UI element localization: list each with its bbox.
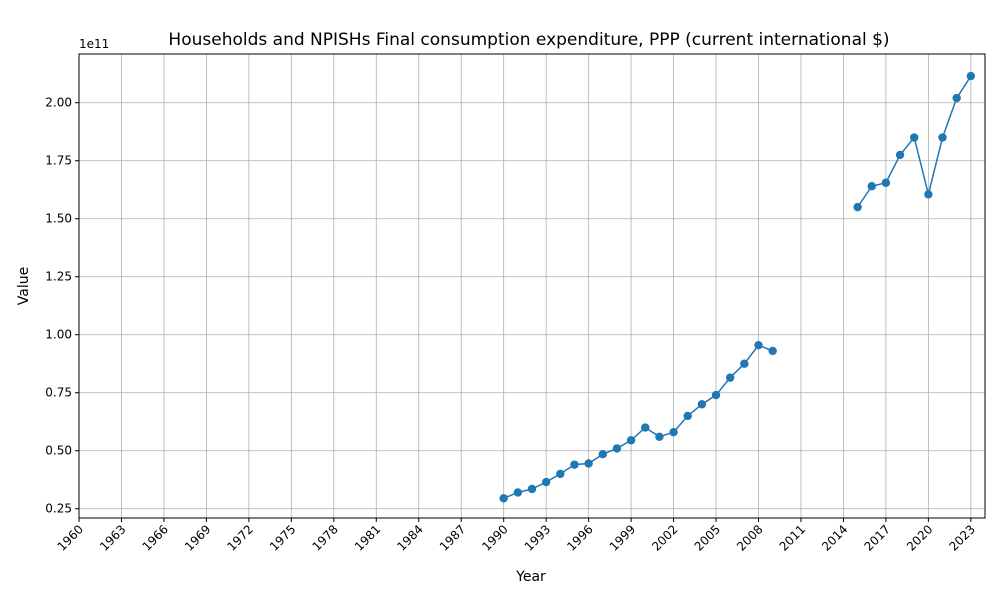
x-tick-label: 1978 — [309, 522, 340, 553]
chart-title: Households and NPISHs Final consumption … — [168, 30, 889, 50]
x-tick-label: 2020 — [904, 522, 935, 553]
data-point — [527, 484, 537, 494]
data-point — [725, 373, 735, 382]
y-tick-label: 0.75 — [45, 386, 72, 400]
data-point — [910, 133, 919, 142]
data-point — [867, 182, 876, 191]
data-point — [584, 459, 593, 468]
x-tick-label: 2008 — [734, 522, 765, 553]
data-point — [754, 340, 763, 350]
y-tick-label: 1.50 — [45, 212, 72, 226]
data-point — [966, 71, 976, 81]
x-tick-label: 1960 — [55, 522, 86, 553]
y-tick-label: 2.00 — [45, 96, 72, 110]
data-point — [740, 359, 749, 368]
data-point — [570, 460, 579, 469]
x-tick-label: 1975 — [267, 522, 298, 553]
x-tick-label: 1972 — [224, 522, 255, 553]
y-tick-label: 0.50 — [45, 444, 72, 458]
data-point — [641, 423, 650, 432]
x-axis-ticks: 1960 1963 1966 1969 1972 1975 1978 1981 1984 1987… — [55, 518, 978, 554]
x-tick-label: 1996 — [564, 522, 595, 553]
x-tick-label: 1981 — [352, 522, 383, 553]
data-point — [768, 346, 777, 356]
x-tick-label: 1984 — [394, 522, 425, 553]
x-tick-label: 2017 — [862, 522, 893, 553]
y-tick-label: 1.75 — [45, 154, 72, 168]
data-point — [499, 494, 508, 503]
data-point — [655, 432, 664, 441]
data-point — [853, 202, 862, 212]
y-tick-label: 1.00 — [45, 328, 72, 342]
data-point — [612, 444, 622, 453]
data-point — [598, 450, 607, 459]
x-axis-label: Year — [515, 569, 546, 585]
data-point — [669, 427, 678, 437]
x-tick-label: 2023 — [946, 522, 977, 553]
data-point — [513, 488, 523, 497]
data-point — [541, 477, 551, 487]
data-point — [556, 469, 565, 479]
data-point — [711, 390, 721, 400]
x-tick-label: 2005 — [692, 522, 723, 553]
data-point — [895, 150, 905, 160]
y-offset-label: 1e11 — [79, 37, 109, 51]
series-group — [499, 71, 976, 503]
data-point — [697, 400, 707, 409]
x-tick-label: 1966 — [140, 522, 171, 553]
x-tick-label: 1999 — [607, 522, 638, 553]
grid — [78, 54, 985, 518]
x-tick-label: 1993 — [522, 522, 553, 553]
x-tick-label: 1969 — [182, 522, 213, 553]
x-tick-label: 2014 — [819, 522, 850, 553]
x-tick-label: 2002 — [649, 522, 680, 553]
data-point — [924, 190, 933, 199]
x-tick-label: 1987 — [437, 522, 468, 553]
data-point — [626, 436, 636, 445]
x-tick-label: 1990 — [479, 522, 510, 553]
plot-frame — [78, 53, 986, 519]
y-tick-label: 1.25 — [45, 270, 72, 284]
data-point — [938, 133, 947, 142]
x-tick-label: 1963 — [97, 522, 128, 553]
data-point — [683, 411, 692, 421]
y-axis-label: Value — [16, 267, 32, 305]
data-point — [881, 178, 891, 187]
series-line — [503, 344, 773, 499]
y-axis-ticks: 0.25 0.50 0.75 1.00 1.25 1.50 1.75 2.00 — [45, 96, 79, 516]
x-tick-label: 2011 — [777, 522, 808, 553]
y-tick-label: 0.25 — [45, 502, 72, 516]
data-point — [952, 93, 961, 103]
